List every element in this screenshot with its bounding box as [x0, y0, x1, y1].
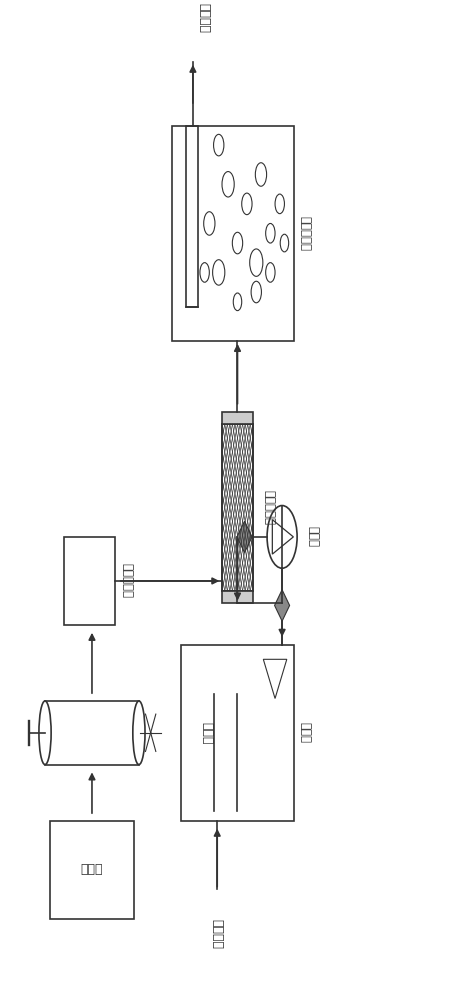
Text: 气水混合器: 气水混合器 — [262, 490, 275, 525]
Text: 臭氧氧化池: 臭氧氧化池 — [298, 216, 312, 251]
Bar — [186, 126, 198, 307]
Text: 后续处理: 后续处理 — [198, 3, 210, 33]
Bar — [181, 645, 294, 821]
Text: 制氧机: 制氧机 — [200, 722, 213, 744]
Ellipse shape — [133, 701, 145, 765]
Text: 提升泵: 提升泵 — [306, 526, 320, 547]
Bar — [64, 537, 115, 625]
Text: 调节池: 调节池 — [298, 722, 312, 743]
Bar — [222, 591, 253, 603]
Bar — [222, 424, 253, 591]
Text: 臭氧发生器: 臭氧发生器 — [120, 563, 133, 598]
Bar — [222, 412, 253, 424]
Bar — [50, 821, 134, 919]
Bar — [45, 701, 139, 765]
Polygon shape — [275, 590, 290, 621]
Bar — [172, 126, 294, 341]
Ellipse shape — [39, 701, 51, 765]
Bar — [222, 424, 253, 591]
Polygon shape — [237, 521, 252, 553]
Text: 空压机: 空压机 — [81, 863, 103, 876]
Bar — [222, 424, 253, 591]
Text: 选矿废水: 选矿废水 — [211, 919, 224, 949]
